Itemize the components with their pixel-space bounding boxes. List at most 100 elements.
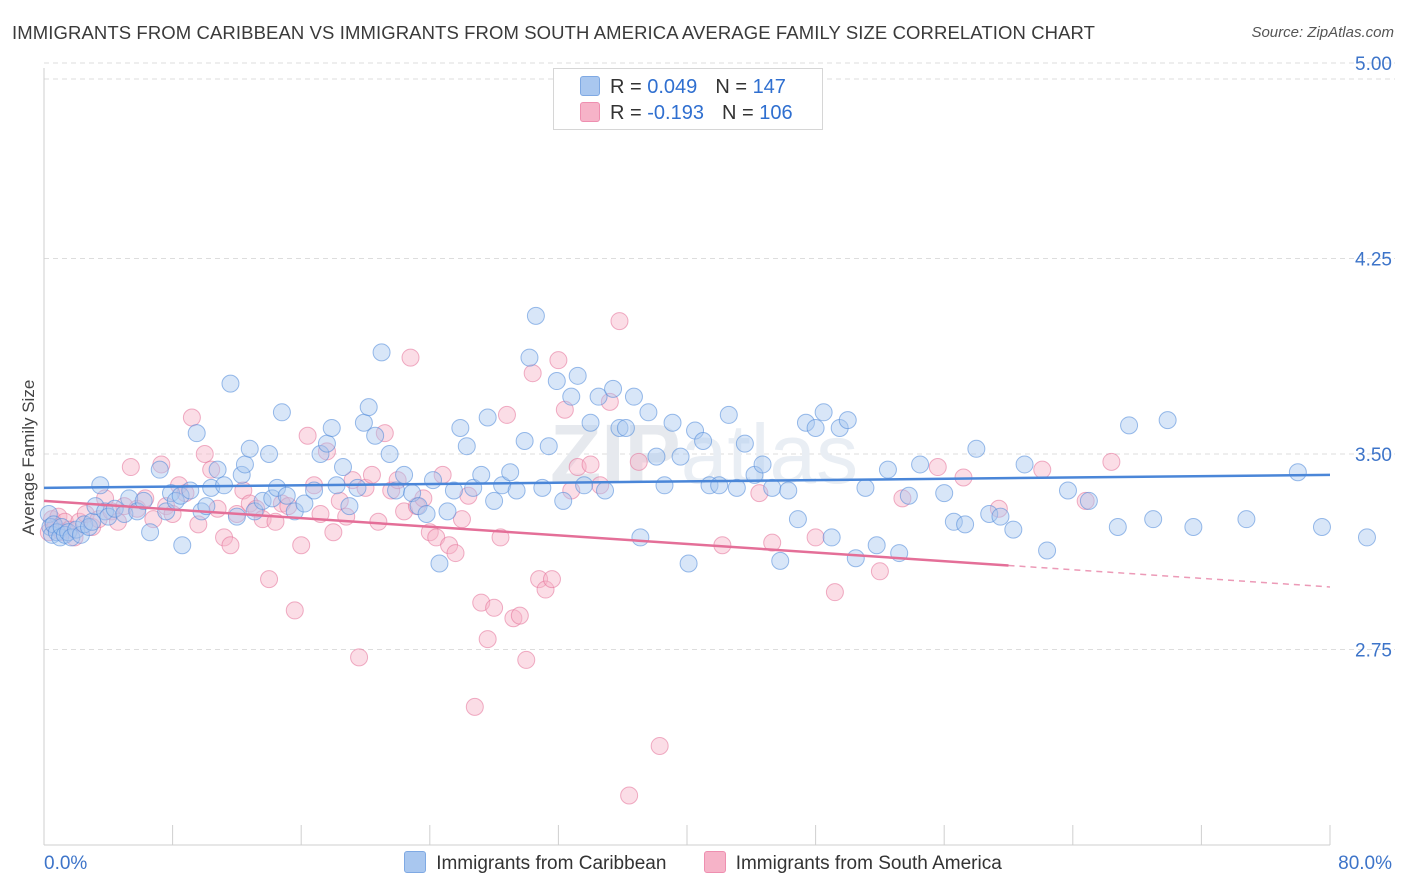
caribbean-point: [263, 489, 282, 508]
south-america-point: [510, 606, 529, 625]
legend-item-caribbean[interactable]: Immigrants from Caribbean: [404, 851, 666, 875]
y-tick-label: 3.50: [1355, 445, 1392, 466]
caribbean-point: [507, 481, 526, 500]
caribbean-point: [568, 366, 587, 385]
caribbean-point: [295, 494, 314, 513]
caribbean-point: [322, 418, 341, 437]
n-label: N =: [715, 76, 753, 98]
caribbean-point: [710, 476, 729, 495]
south-america-point: [555, 400, 574, 419]
caribbean-point: [899, 486, 918, 505]
caribbean-point: [493, 476, 512, 495]
caribbean-point: [1144, 510, 1163, 529]
trend-lines: [43, 473, 1331, 588]
caribbean-point: [753, 455, 772, 474]
caribbean-point: [727, 478, 746, 497]
south-america-point: [485, 598, 504, 617]
x-tick-label: 80.0%: [1338, 853, 1392, 874]
caribbean-point: [526, 306, 545, 325]
caribbean-point: [1120, 416, 1139, 435]
south-america-point: [382, 481, 401, 500]
chart-title: IMMIGRANTS FROM CARIBBEAN VS IMMIGRANTS …: [12, 22, 1096, 43]
caribbean-point: [235, 455, 254, 474]
caribbean-point: [779, 481, 798, 500]
caribbean-point: [655, 476, 674, 495]
caribbean-point: [604, 379, 623, 398]
south-america-point: [176, 484, 195, 503]
caribbean-point: [796, 413, 815, 432]
south-america-point: [446, 544, 465, 563]
y-tick-label: 5.00: [1355, 54, 1392, 75]
caribbean-point: [562, 387, 581, 406]
caribbean-point: [967, 439, 986, 458]
caribbean-point: [457, 437, 476, 456]
caribbean-point: [232, 465, 251, 484]
caribbean-point: [1237, 510, 1256, 529]
caribbean-point: [359, 398, 378, 417]
caribbean-point: [366, 426, 385, 445]
caribbean-point: [520, 348, 539, 367]
south-america-trend-line: [43, 499, 1009, 567]
caribbean-point: [472, 465, 491, 484]
caribbean-point: [616, 418, 635, 437]
caribbean-point: [387, 481, 406, 500]
y-tick-label: 2.75: [1355, 641, 1392, 662]
caribbean-point: [624, 387, 643, 406]
south-america-point: [870, 562, 889, 581]
caribbean-point: [221, 374, 240, 393]
south-america-point: [1102, 452, 1121, 471]
caribbean-point: [719, 405, 738, 424]
x-tick-label: 0.0%: [44, 853, 87, 874]
south-america-swatch: [703, 851, 726, 873]
watermark-zip: ZIP: [550, 407, 681, 501]
n-value: 147: [752, 76, 786, 98]
caribbean-point: [260, 445, 279, 464]
caribbean-point: [311, 445, 330, 464]
caribbean-point: [867, 536, 886, 555]
south-america-point: [763, 533, 782, 552]
r-value: -0.193: [647, 102, 704, 124]
south-america-point: [581, 455, 600, 474]
caribbean-point: [647, 447, 666, 466]
n-label: N =: [721, 102, 760, 124]
south-america-point: [292, 536, 311, 555]
caribbean-point: [515, 431, 534, 450]
south-america-point: [285, 601, 304, 620]
caribbean-point: [134, 491, 153, 510]
caribbean-point: [991, 507, 1010, 526]
south-america-point: [478, 630, 497, 649]
south-america-point: [542, 570, 561, 589]
svg-text:ZIPatlas: ZIPatlas: [550, 407, 858, 501]
caribbean-point: [1038, 541, 1057, 560]
caribbean-point: [444, 481, 463, 500]
south-america-point: [806, 528, 825, 547]
source-label: Source: ZipAtlas.com: [1251, 24, 1394, 41]
south-america-point: [650, 736, 669, 755]
caribbean-point: [610, 418, 629, 437]
caribbean-point: [822, 528, 841, 547]
caribbean-swatch: [404, 851, 427, 873]
south-america-point: [517, 650, 536, 669]
legend-item-south-america[interactable]: Immigrants from South America: [703, 851, 1002, 875]
south-america-point: [928, 458, 947, 477]
caribbean-point: [83, 512, 102, 531]
south-america-points: [39, 306, 1376, 573]
caribbean-point: [187, 424, 206, 443]
caribbean-point: [554, 491, 573, 510]
south-america-point: [330, 491, 349, 510]
caribbean-point: [838, 411, 857, 430]
south-america-point: [350, 648, 369, 667]
caribbean-point: [814, 403, 833, 422]
grid-lines: [44, 62, 1395, 651]
south-america-point: [121, 458, 140, 477]
caribbean-point: [935, 484, 954, 503]
caribbean-point: [417, 504, 436, 523]
caribbean-point: [173, 536, 192, 555]
caribbean-point: [956, 515, 975, 534]
caribbean-point: [663, 413, 682, 432]
caribbean-point: [944, 512, 963, 531]
south-america-point: [491, 528, 510, 547]
caribbean-point: [91, 476, 110, 495]
south-america-point: [825, 583, 844, 602]
